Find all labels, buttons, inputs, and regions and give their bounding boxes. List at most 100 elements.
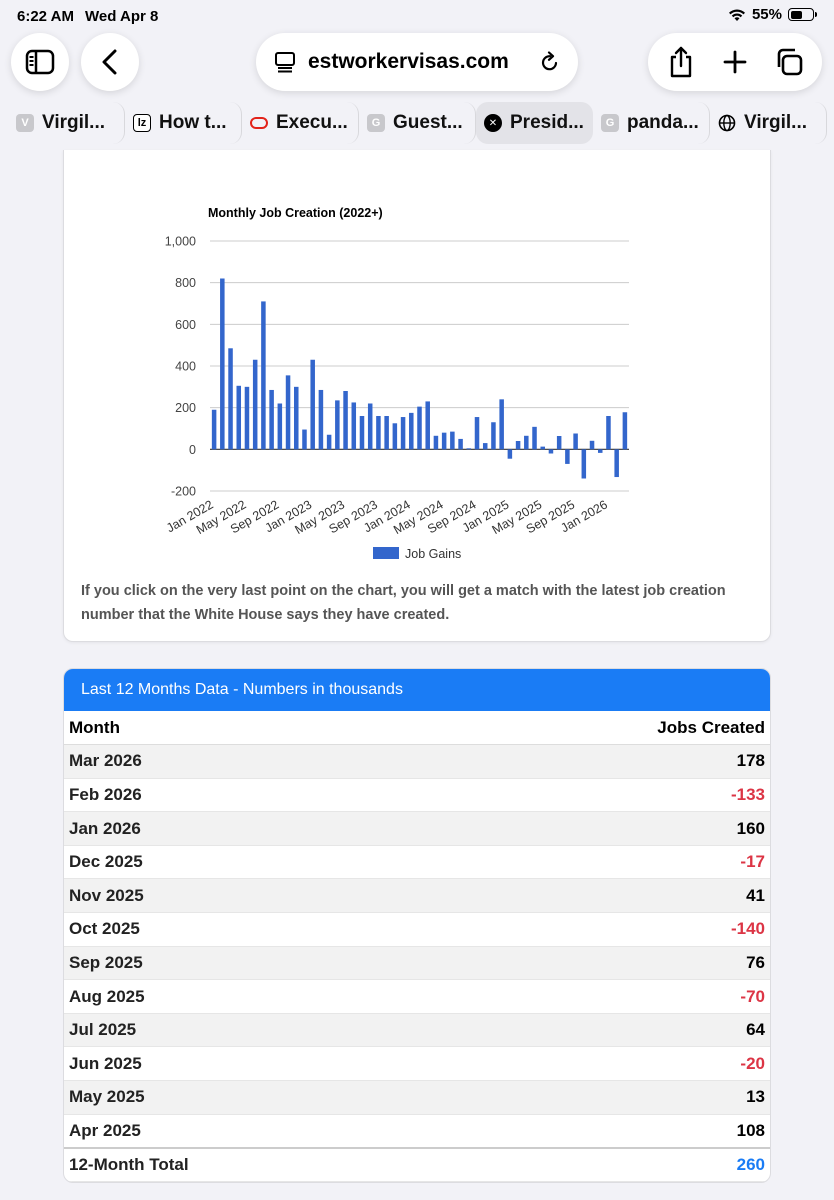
job-creation-chart[interactable]: Monthly Job Creation (2022+) 1,000 800 600 4… [64, 150, 772, 570]
bar [252, 359, 258, 450]
jobs-cell: 13 [434, 1080, 770, 1115]
jobs-cell: 178 [434, 744, 770, 779]
sidebar-icon [25, 49, 55, 75]
bar [581, 449, 587, 479]
browser-tab[interactable]: G Guest... [359, 102, 476, 144]
table-row: Aug 2025 -70 [64, 979, 770, 1014]
table-row: Nov 2025 41 [64, 878, 770, 914]
bar [343, 391, 348, 450]
table-row: Jan 2026 160 [64, 811, 770, 846]
browser-tab[interactable]: Execu... [242, 102, 359, 144]
share-button[interactable] [656, 37, 706, 87]
tab-label: Virgil... [744, 112, 808, 133]
url-text: estworkervisas.com [308, 50, 509, 73]
favicon-icon: G [601, 114, 619, 132]
jobs-cell: -17 [434, 845, 770, 880]
browser-tab[interactable]: V Virgil... [8, 102, 125, 144]
bar [466, 448, 472, 450]
back-button[interactable] [81, 33, 139, 91]
month-cell: Aug 2025 [64, 979, 434, 1014]
bar [491, 422, 496, 450]
table-header: Last 12 Months Data - Numbers in thousan… [64, 669, 770, 711]
favicon-icon [250, 114, 268, 132]
tab-overview-button[interactable] [764, 37, 814, 87]
table-row: Apr 2025 108 [64, 1114, 770, 1149]
chart-title: Monthly Job Creation (2022+) [208, 206, 383, 220]
tab-label: Execu... [276, 112, 348, 133]
bar [400, 417, 406, 450]
bar [367, 403, 373, 450]
bar [474, 417, 480, 450]
bar [482, 443, 488, 450]
month-cell: Mar 2026 [64, 744, 434, 779]
jobs-cell: 41 [434, 878, 770, 914]
bar [384, 416, 389, 450]
col-month-header: Month [64, 711, 434, 746]
browser-tab[interactable]: lz How t... [125, 102, 242, 144]
bar [614, 449, 619, 478]
bar [261, 301, 266, 450]
reload-icon[interactable] [540, 51, 560, 73]
favicon-icon: G [367, 114, 385, 132]
bar [589, 440, 595, 450]
jobs-cell: 160 [434, 811, 770, 846]
battery-level [790, 10, 803, 19]
month-cell: Feb 2026 [64, 778, 434, 813]
y-tick-label: 0 [189, 443, 196, 457]
chart-card: Monthly Job Creation (2022+) 1,000 800 600 4… [63, 150, 771, 642]
chart-caption: If you click on the very last point on t… [81, 583, 726, 623]
bar [556, 436, 562, 450]
tab-label: Guest... [393, 112, 463, 133]
address-bar[interactable]: estworkervisas.com [256, 33, 578, 91]
bar [548, 449, 554, 454]
bar [433, 435, 439, 450]
bar [540, 446, 545, 450]
bar [277, 403, 283, 450]
legend-label: Job Gains [405, 547, 461, 561]
table-row: Oct 2025 -140 [64, 912, 770, 947]
status-indicators: 55% [728, 6, 817, 23]
bar [507, 449, 513, 459]
bar [359, 416, 365, 450]
total-label: 12-Month Total [64, 1146, 434, 1182]
table-row: Jun 2025 -20 [64, 1046, 770, 1082]
table-row: Jul 2025 64 [64, 1013, 770, 1048]
y-tick-label: 200 [175, 401, 196, 415]
new-tab-button[interactable] [710, 37, 760, 87]
wifi-icon [728, 9, 745, 21]
status-time: 6:22 AM [17, 8, 74, 25]
month-cell: Oct 2025 [64, 912, 434, 947]
browser-tab[interactable]: ✕ Presid... [476, 102, 593, 144]
table-row: Dec 2025 -17 [64, 845, 770, 880]
sidebar-button[interactable] [11, 33, 69, 91]
bar [573, 433, 578, 450]
bar [244, 386, 250, 450]
jobs-cell: 108 [434, 1114, 770, 1149]
bar [351, 402, 357, 450]
bar [326, 434, 332, 450]
bar [302, 429, 307, 450]
bar [425, 401, 430, 450]
favicon-icon: ✕ [484, 114, 502, 132]
toolbar-actions [648, 33, 822, 91]
month-cell: May 2025 [64, 1080, 434, 1115]
bar [450, 431, 455, 450]
table-row: May 2025 13 [64, 1080, 770, 1115]
table-row: Mar 2026 178 [64, 744, 770, 779]
bar [565, 449, 570, 464]
tab-bar: V Virgil... lz How t... Execu... G Guest... ✕ Pr… [8, 102, 834, 144]
col-jobs-header: Jobs Created [434, 711, 770, 746]
bar [515, 441, 521, 450]
browser-toolbar: estworkervisas.com [0, 30, 834, 98]
tab-label: Presid... [510, 112, 584, 133]
page-menu-icon [275, 52, 295, 73]
table-row: Feb 2026 -133 [64, 778, 770, 813]
tabs-icon [777, 48, 803, 76]
tab-label: Virgil... [42, 112, 106, 133]
bar [392, 423, 398, 450]
browser-tab[interactable]: Virgil... [710, 102, 827, 144]
total-row: 12-Month Total 260 [64, 1146, 770, 1182]
jobs-cell: -140 [434, 912, 770, 947]
status-bar: 6:22 AM Wed Apr 8 55% [0, 0, 834, 30]
